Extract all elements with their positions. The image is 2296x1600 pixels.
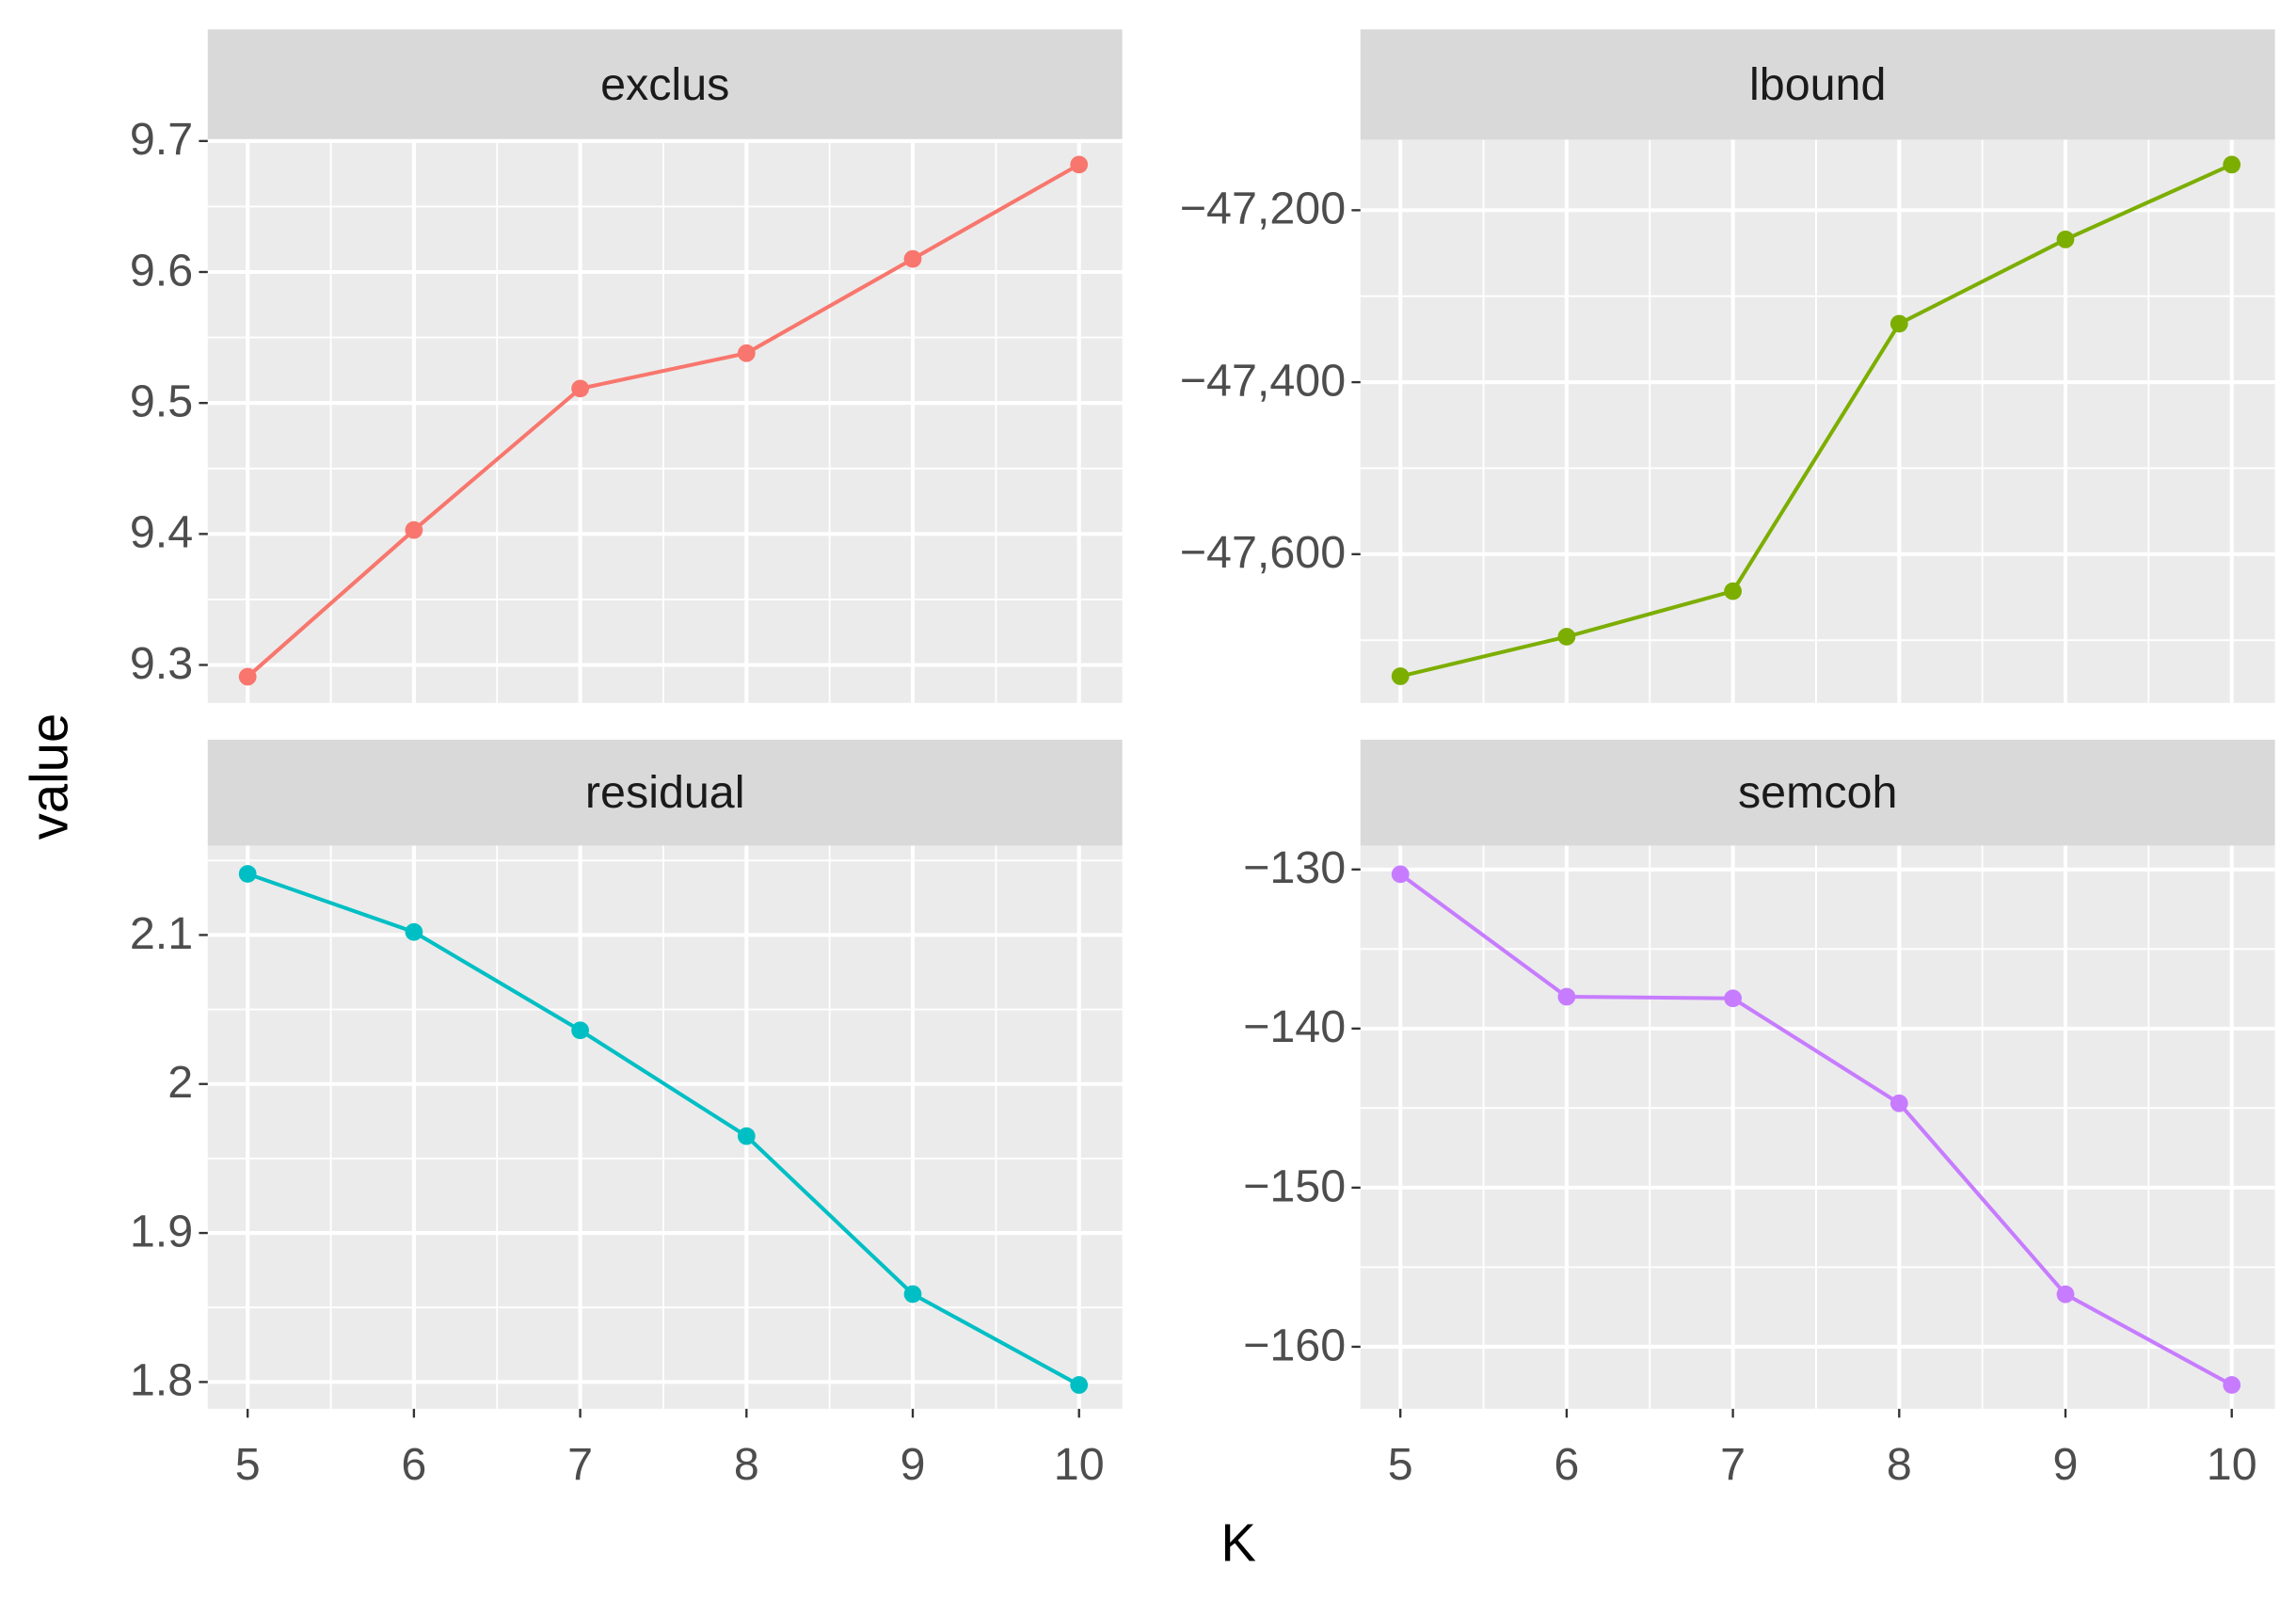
data-point — [1557, 987, 1576, 1006]
y-tick-label: 1.9 — [130, 1206, 193, 1256]
y-tick-label: 1.8 — [130, 1355, 193, 1406]
x-tick-label: 9 — [2053, 1439, 2079, 1490]
data-line — [1398, 872, 2233, 1387]
panel-background — [1360, 139, 2275, 703]
data-point — [1724, 989, 1742, 1008]
x-tick-label: 9 — [901, 1439, 926, 1490]
data-line — [247, 872, 1080, 1387]
data-point — [405, 922, 423, 941]
data-point — [2223, 1376, 2241, 1394]
data-line — [246, 163, 1080, 679]
panel-title: exclus — [600, 59, 729, 110]
data-point — [1889, 314, 1908, 333]
data-point — [238, 667, 257, 686]
x-tick-label: 10 — [1054, 1439, 1105, 1490]
data-point — [1070, 1376, 1089, 1394]
panel-background — [207, 845, 1123, 1409]
y-tick-label: −47,200 — [1180, 184, 1346, 234]
data-point — [737, 344, 756, 362]
data-point — [571, 1021, 589, 1040]
y-tick-label: 2.1 — [130, 908, 193, 959]
panel-title: lbound — [1749, 59, 1886, 110]
data-point — [903, 1285, 922, 1304]
data-point — [2056, 1285, 2075, 1304]
x-tick-label: 7 — [1720, 1439, 1746, 1490]
y-tick-label: 2 — [167, 1057, 193, 1108]
panel-title: semcoh — [1738, 767, 1898, 818]
panel-title: residual — [585, 767, 745, 818]
data-point — [1391, 865, 1410, 884]
strip — [207, 739, 1123, 846]
x-tick-label: 6 — [1554, 1439, 1579, 1490]
x-tick-label: 8 — [1887, 1439, 1912, 1490]
data-point — [737, 1127, 756, 1145]
x-tick-label: 5 — [235, 1439, 261, 1490]
data-point — [1889, 1094, 1908, 1112]
y-tick-label: 9.3 — [130, 638, 193, 689]
x-axis-label: K — [1220, 1513, 1256, 1573]
strip — [1360, 29, 2275, 140]
strip — [1360, 739, 2275, 846]
data-point — [238, 865, 257, 883]
y-tick-label: −140 — [1243, 1001, 1346, 1052]
data-point — [405, 520, 423, 539]
y-tick-label: −150 — [1243, 1160, 1346, 1211]
data-point — [571, 379, 589, 398]
y-tick-label: 9.6 — [130, 245, 193, 296]
data-point — [903, 249, 922, 268]
strip — [207, 29, 1123, 140]
y-axis-label: value — [20, 713, 79, 840]
data-line — [1399, 163, 2233, 679]
data-point — [1724, 582, 1742, 600]
y-tick-label: −130 — [1243, 842, 1346, 893]
x-tick-label: 7 — [567, 1439, 593, 1490]
data-point — [1557, 628, 1576, 646]
x-tick-label: 6 — [401, 1439, 426, 1490]
y-tick-label: 9.7 — [130, 114, 193, 165]
x-tick-label: 8 — [734, 1439, 759, 1490]
data-point — [2223, 155, 2241, 174]
y-tick-label: −160 — [1243, 1320, 1346, 1370]
y-tick-label: 9.5 — [130, 376, 193, 427]
data-point — [2056, 231, 2075, 248]
x-tick-label: 10 — [2207, 1439, 2257, 1490]
panel-background — [1360, 845, 2275, 1409]
data-point — [1391, 667, 1410, 685]
x-tick-label: 5 — [1388, 1439, 1413, 1490]
data-point — [1070, 155, 1089, 174]
y-tick-label: −47,600 — [1180, 527, 1346, 578]
y-tick-label: 9.4 — [130, 507, 193, 558]
panel-background — [207, 139, 1123, 703]
y-tick-label: −47,400 — [1180, 355, 1346, 406]
